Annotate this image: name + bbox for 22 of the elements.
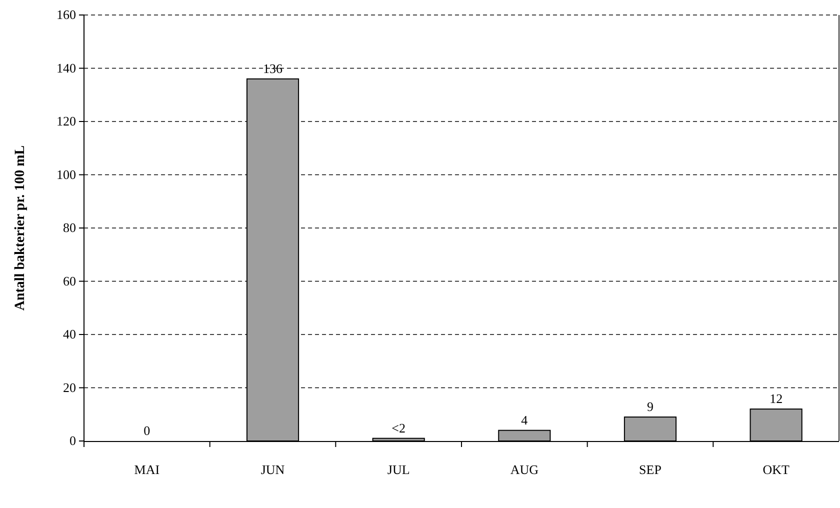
y-tick-label: 140 — [56, 60, 76, 76]
y-tick-label: 20 — [63, 380, 76, 395]
data-label: 4 — [521, 412, 528, 428]
data-label: 12 — [770, 391, 783, 406]
x-tick-label: MAI — [134, 462, 160, 477]
data-label: 136 — [263, 60, 283, 76]
data-label: 9 — [647, 399, 654, 414]
x-tick-label: JUL — [387, 462, 410, 477]
x-tick-label: AUG — [510, 462, 539, 477]
y-tick-label: 100 — [56, 166, 76, 182]
y-axis-title: Antall bakterier pr. 100 mL — [13, 145, 28, 311]
y-tick-label: 80 — [63, 220, 76, 236]
data-label: 0 — [144, 423, 150, 438]
y-tick-label: 120 — [56, 114, 76, 129]
x-tick-label: JUN — [260, 462, 286, 477]
data-label: <2 — [392, 420, 406, 436]
y-tick-label: 60 — [63, 273, 76, 288]
x-tick-label: OKT — [762, 462, 790, 477]
y-tick-label: 0 — [70, 433, 76, 448]
x-tick-label: SEP — [639, 462, 662, 477]
y-tick-label: 160 — [56, 7, 76, 22]
y-tick-label: 40 — [63, 326, 76, 342]
